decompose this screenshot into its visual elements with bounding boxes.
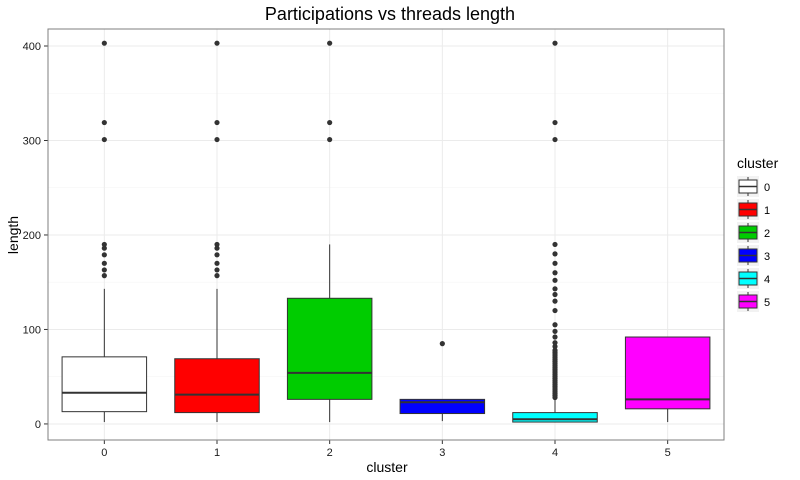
outlier-point (214, 260, 220, 266)
outlier-point (552, 298, 558, 304)
outlier-point (101, 245, 107, 251)
x-axis-ticks: 0 1 2 3 4 5 (101, 440, 671, 459)
legend-item-3: 3 (737, 245, 770, 266)
outlier-point (552, 347, 558, 353)
box (512, 412, 598, 423)
outlier-point (101, 241, 107, 248)
outlier-point (552, 270, 558, 276)
outlier-point (214, 241, 220, 248)
outlier-point (552, 322, 558, 328)
legend-label: 2 (764, 228, 770, 240)
x-tick-label: 5 (665, 447, 671, 459)
box-cluster-3 (399, 341, 486, 422)
outlier-point (552, 328, 558, 334)
outlier-point (214, 273, 220, 279)
y-tick-label: 0 (35, 419, 41, 431)
outlier-point (552, 251, 558, 257)
outlier-point (101, 273, 107, 279)
legend-item-2: 2 (737, 222, 770, 243)
box (286, 297, 373, 400)
outlier-point (552, 334, 558, 340)
outlier-point (552, 119, 558, 126)
x-axis-title: cluster (366, 459, 408, 475)
legend: cluster 0 1 2 3 4 5 (737, 155, 779, 312)
outlier-point (214, 40, 220, 46)
x-tick-label: 1 (214, 447, 220, 459)
box (174, 358, 260, 414)
boxes (61, 40, 711, 423)
outlier-point (552, 340, 558, 346)
outlier-point (552, 343, 558, 350)
outlier-point (439, 341, 445, 347)
outlier-point (552, 277, 558, 283)
x-tick-label: 4 (552, 447, 558, 459)
outlier-point (101, 260, 107, 266)
outlier-point (552, 260, 558, 266)
outlier-point (327, 136, 333, 143)
legend-item-1: 1 (737, 199, 770, 220)
box-cluster-2 (286, 40, 373, 423)
outlier-point (101, 136, 107, 143)
outlier-point (552, 40, 558, 46)
y-tick-label: 400 (23, 41, 41, 53)
legend-item-4: 4 (737, 268, 770, 289)
legend-item-5: 5 (737, 291, 770, 312)
outlier-point (214, 267, 220, 273)
outlier-point (327, 40, 333, 46)
x-tick-label: 0 (101, 447, 107, 459)
outlier-point (101, 252, 107, 258)
y-tick-label: 100 (23, 324, 41, 336)
outlier-point (552, 241, 558, 248)
legend-label: 5 (764, 297, 770, 309)
legend-title: cluster (737, 155, 779, 171)
y-axis-title: length (5, 216, 21, 254)
outlier-point (327, 119, 333, 126)
outlier-point (101, 119, 107, 126)
y-axis-ticks: 0 100 200 300 400 (23, 41, 48, 431)
outlier-point (214, 245, 220, 251)
y-tick-label: 200 (23, 230, 41, 242)
box-cluster-0 (61, 40, 148, 423)
outlier-point (214, 119, 220, 126)
x-tick-label: 2 (327, 447, 333, 459)
chart-title: Participations vs threads length (265, 4, 515, 24)
legend-label: 0 (764, 182, 770, 194)
legend-label: 1 (764, 205, 770, 217)
box (61, 356, 148, 413)
box-cluster-1 (174, 40, 260, 423)
box-cluster-4 (512, 40, 598, 423)
outlier-point (101, 267, 107, 273)
outlier-point (552, 307, 558, 314)
legend-label: 3 (764, 251, 770, 263)
x-tick-label: 3 (439, 447, 445, 459)
outlier-point (101, 40, 107, 46)
outlier-point (214, 136, 220, 143)
box (624, 336, 711, 410)
legend-label: 4 (764, 274, 770, 286)
outlier-point (214, 252, 220, 258)
legend-item-0: 0 (737, 176, 770, 197)
y-tick-label: 300 (23, 135, 41, 147)
outlier-point (552, 136, 558, 143)
box-cluster-5 (624, 336, 711, 423)
plot-border (47, 28, 725, 441)
outlier-point (552, 286, 558, 292)
outlier-point (552, 291, 558, 298)
